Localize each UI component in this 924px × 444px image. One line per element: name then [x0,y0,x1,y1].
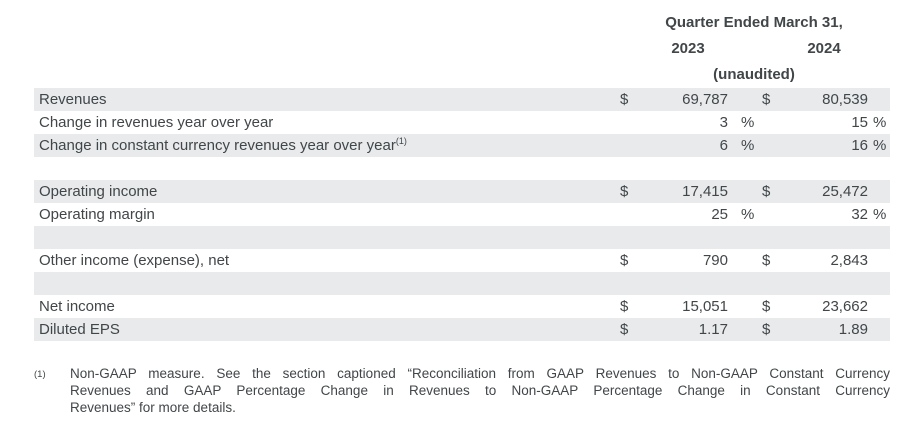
row-label [34,157,618,180]
footnote-text-line: Revenues” for more details. [70,400,236,415]
currency-symbol-2024: $ [762,252,771,269]
table-row-other-income: Other income (expense), net $ 790 $ 2,84… [34,249,890,272]
year-2024-header: 2024 [807,40,841,57]
table-row-net-income: Net income $ 15,051 $ 23,662 [34,295,890,318]
footnote-text: Non-GAAP measure. See the section captio… [70,365,890,416]
value-2023: 3 [719,114,728,131]
percent-sign-2023 [728,295,758,318]
currency-symbol-2024: $ [762,298,771,315]
row-label: Diluted EPS [34,318,618,341]
value-2024: 25,472 [822,183,868,200]
row-label-text: Revenues [39,91,107,108]
quarter-header-title: Quarter Ended March 31, [665,14,843,31]
value-2024: 15 [851,114,868,131]
value-2024: 23,662 [822,298,868,315]
row-label-text: Operating income [39,183,158,200]
currency-symbol-2024: $ [762,91,771,108]
currency-symbol-2024: $ [762,321,771,338]
table-row-spacer [34,272,890,295]
footnote: (1) Non-GAAP measure. See the section ca… [34,365,924,416]
row-label-text: Change in constant currency revenues yea… [39,137,396,154]
row-label-text: Operating margin [39,206,155,223]
percent-sign-2023 [728,318,758,341]
percent-sign-2023 [728,88,758,111]
table-row-operating-income: Operating income $ 17,415 $ 25,472 [34,180,890,203]
row-label-text: Diluted EPS [39,321,120,338]
currency-symbol-2023: $ [620,298,629,315]
row-label: Operating income [34,180,618,203]
currency-symbol-2023 [618,111,640,134]
row-label: Revenues [34,88,618,111]
currency-symbol-2024 [758,111,780,134]
value-2024: 1.89 [838,321,868,338]
row-label: Other income (expense), net [34,249,618,272]
percent-sign-2024: % [873,137,887,154]
value-2023: 790 [702,252,728,269]
table-row-constant-currency-change: Change in constant currency revenues yea… [34,134,890,157]
percent-sign-2024 [868,318,890,341]
row-label-text: Change in revenues year over year [39,114,274,131]
value-2024: 16 [851,137,868,154]
table-row-diluted-eps: Diluted EPS $ 1.17 $ 1.89 [34,318,890,341]
table-row-revenue-change: Change in revenues year over year 3 % 15… [34,111,890,134]
row-label: Change in revenues year over year [34,111,618,134]
footnote-text-line: Non-GAAP measure. See the section captio… [70,366,890,381]
value-2023: 25 [711,206,728,223]
currency-symbol-2023 [618,134,640,157]
row-label-text: Other income (expense), net [39,252,230,269]
footnote-text-line: Revenues and GAAP Percentage Change in R… [70,383,890,398]
percent-sign-2024 [868,295,890,318]
value-2023: 6 [719,137,728,154]
percent-sign-2023 [728,180,758,203]
value-2023: 15,051 [682,298,728,315]
percent-sign-2024: % [873,114,887,131]
row-label: Operating margin [34,203,618,226]
value-2024: 80,539 [822,91,868,108]
percent-sign-2023: % [741,206,755,223]
currency-symbol-2023: $ [620,321,629,338]
currency-symbol-2024: $ [762,183,771,200]
table-row-operating-margin: Operating margin 25 % 32 % [34,203,890,226]
row-label [34,272,618,295]
percent-sign-2024 [868,249,890,272]
financial-table: Revenues $ 69,787 $ 80,539 Change in rev… [34,88,924,341]
unaudited-label: (unaudited) [713,66,795,83]
currency-symbol-2024 [758,203,780,226]
footnote-ref: (1) [395,136,407,146]
value-2023: 1.17 [698,321,728,338]
year-2023-header: 2023 [671,40,705,57]
percent-sign-2024 [868,180,890,203]
table-row-spacer [34,157,890,180]
row-label: Net income [34,295,618,318]
currency-symbol-2023: $ [620,91,629,108]
value-2024: 32 [851,206,868,223]
currency-symbol-2024 [758,134,780,157]
percent-sign-2024 [868,88,890,111]
table-row-revenues: Revenues $ 69,787 $ 80,539 [34,88,890,111]
currency-symbol-2023: $ [620,183,629,200]
currency-symbol-2023 [618,203,640,226]
row-label: Change in constant currency revenues yea… [34,134,618,157]
table-row-spacer [34,226,890,249]
table-header: Quarter Ended March 31, 2023 2024 (unaud… [34,10,924,88]
row-label-text: Net income [39,298,115,315]
percent-sign-2023: % [741,137,755,154]
value-2023: 69,787 [682,91,728,108]
percent-sign-2023: % [741,114,755,131]
value-2023: 17,415 [682,183,728,200]
percent-sign-2023 [728,249,758,272]
percent-sign-2024: % [873,206,887,223]
footnote-marker: (1) [34,369,46,380]
currency-symbol-2023: $ [620,252,629,269]
row-label [34,226,618,249]
value-2024: 2,843 [830,252,868,269]
